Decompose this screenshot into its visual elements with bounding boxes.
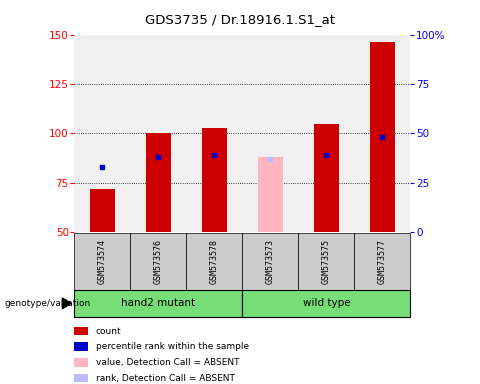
Bar xyxy=(202,127,227,232)
Bar xyxy=(370,43,395,232)
Text: GSM573577: GSM573577 xyxy=(378,239,387,284)
Bar xyxy=(74,290,242,317)
Text: value, Detection Call = ABSENT: value, Detection Call = ABSENT xyxy=(96,358,239,367)
Bar xyxy=(90,189,115,232)
Text: wild type: wild type xyxy=(302,298,350,308)
Bar xyxy=(299,233,354,290)
Polygon shape xyxy=(62,298,71,309)
Text: GSM573578: GSM573578 xyxy=(210,239,219,284)
Text: GSM573573: GSM573573 xyxy=(266,239,275,284)
Bar xyxy=(131,233,186,290)
Text: genotype/variation: genotype/variation xyxy=(5,299,91,308)
Bar xyxy=(74,374,88,382)
Bar xyxy=(354,233,410,290)
Bar xyxy=(74,233,131,290)
Bar xyxy=(242,290,410,317)
Bar xyxy=(146,134,171,232)
Bar xyxy=(74,343,88,351)
Text: hand2 mutant: hand2 mutant xyxy=(121,298,195,308)
Text: rank, Detection Call = ABSENT: rank, Detection Call = ABSENT xyxy=(96,374,234,383)
Text: GDS3735 / Dr.18916.1.S1_at: GDS3735 / Dr.18916.1.S1_at xyxy=(145,13,335,26)
Bar xyxy=(314,124,339,232)
Text: count: count xyxy=(96,327,121,336)
Bar xyxy=(242,233,299,290)
Bar xyxy=(258,157,283,232)
Bar xyxy=(74,358,88,367)
Text: GSM573576: GSM573576 xyxy=(154,239,163,284)
Text: GSM573575: GSM573575 xyxy=(322,239,331,284)
Text: GSM573574: GSM573574 xyxy=(98,239,107,284)
Text: percentile rank within the sample: percentile rank within the sample xyxy=(96,343,249,351)
Bar xyxy=(74,327,88,335)
Bar xyxy=(186,233,242,290)
